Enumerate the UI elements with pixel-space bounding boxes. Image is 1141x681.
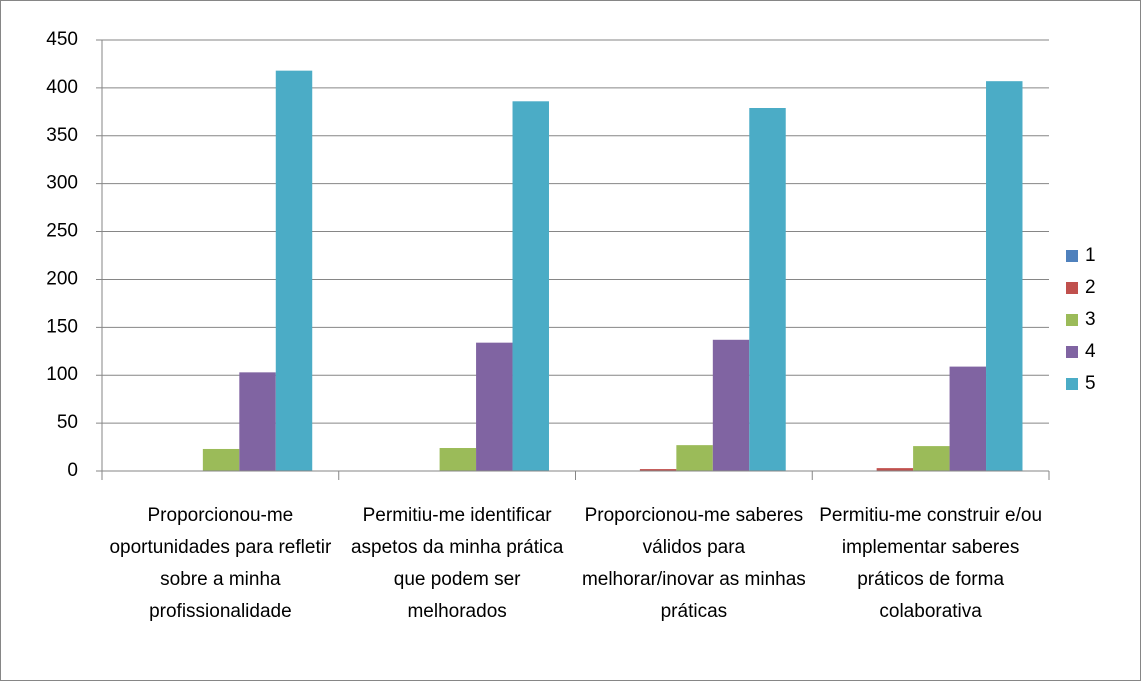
y-tick-label: 0: [67, 460, 78, 481]
bar: [639, 469, 677, 471]
y-tick-label: 250: [46, 221, 78, 242]
bar: [749, 108, 786, 471]
y-tick-label: 450: [46, 29, 78, 50]
legend-label: 3: [1085, 309, 1096, 330]
x-tick-label: Proporcionou-me oportunidades para reflet…: [109, 505, 331, 622]
bar: [676, 445, 713, 471]
legend-swatch: [1066, 346, 1078, 358]
bar: [512, 101, 549, 471]
x-tick-label: Proporcionou-me saberes válidos para melho…: [582, 505, 806, 622]
bar: [913, 446, 950, 471]
legend-label: 5: [1085, 373, 1096, 394]
y-tick-label: 200: [46, 268, 78, 289]
legend-label: 2: [1085, 277, 1096, 298]
y-tick-label: 100: [46, 364, 78, 385]
bar: [202, 448, 240, 471]
x-tick-label: Permitiu-me construir e/ou implementar sa…: [819, 505, 1042, 622]
legend-label: 4: [1085, 341, 1096, 362]
y-tick-label: 150: [46, 316, 78, 337]
bar: [275, 70, 313, 471]
y-tick-label: 400: [46, 77, 78, 98]
legend-swatch: [1066, 282, 1078, 294]
bar: [986, 81, 1023, 471]
bar: [712, 339, 750, 471]
x-tick-label: Permitiu-me identificar aspetos da minha …: [351, 505, 564, 622]
bar: [876, 468, 914, 471]
y-tick-label: 50: [57, 412, 78, 433]
legend-label: 1: [1085, 245, 1096, 266]
bar: [239, 372, 276, 471]
y-tick-label: 300: [46, 173, 78, 194]
bar: [949, 366, 987, 471]
legend-swatch: [1066, 314, 1078, 326]
bar: [439, 448, 477, 471]
bar: [476, 342, 513, 471]
y-tick-label: 350: [46, 125, 78, 146]
legend-swatch: [1066, 250, 1078, 262]
legend-swatch: [1066, 378, 1078, 390]
